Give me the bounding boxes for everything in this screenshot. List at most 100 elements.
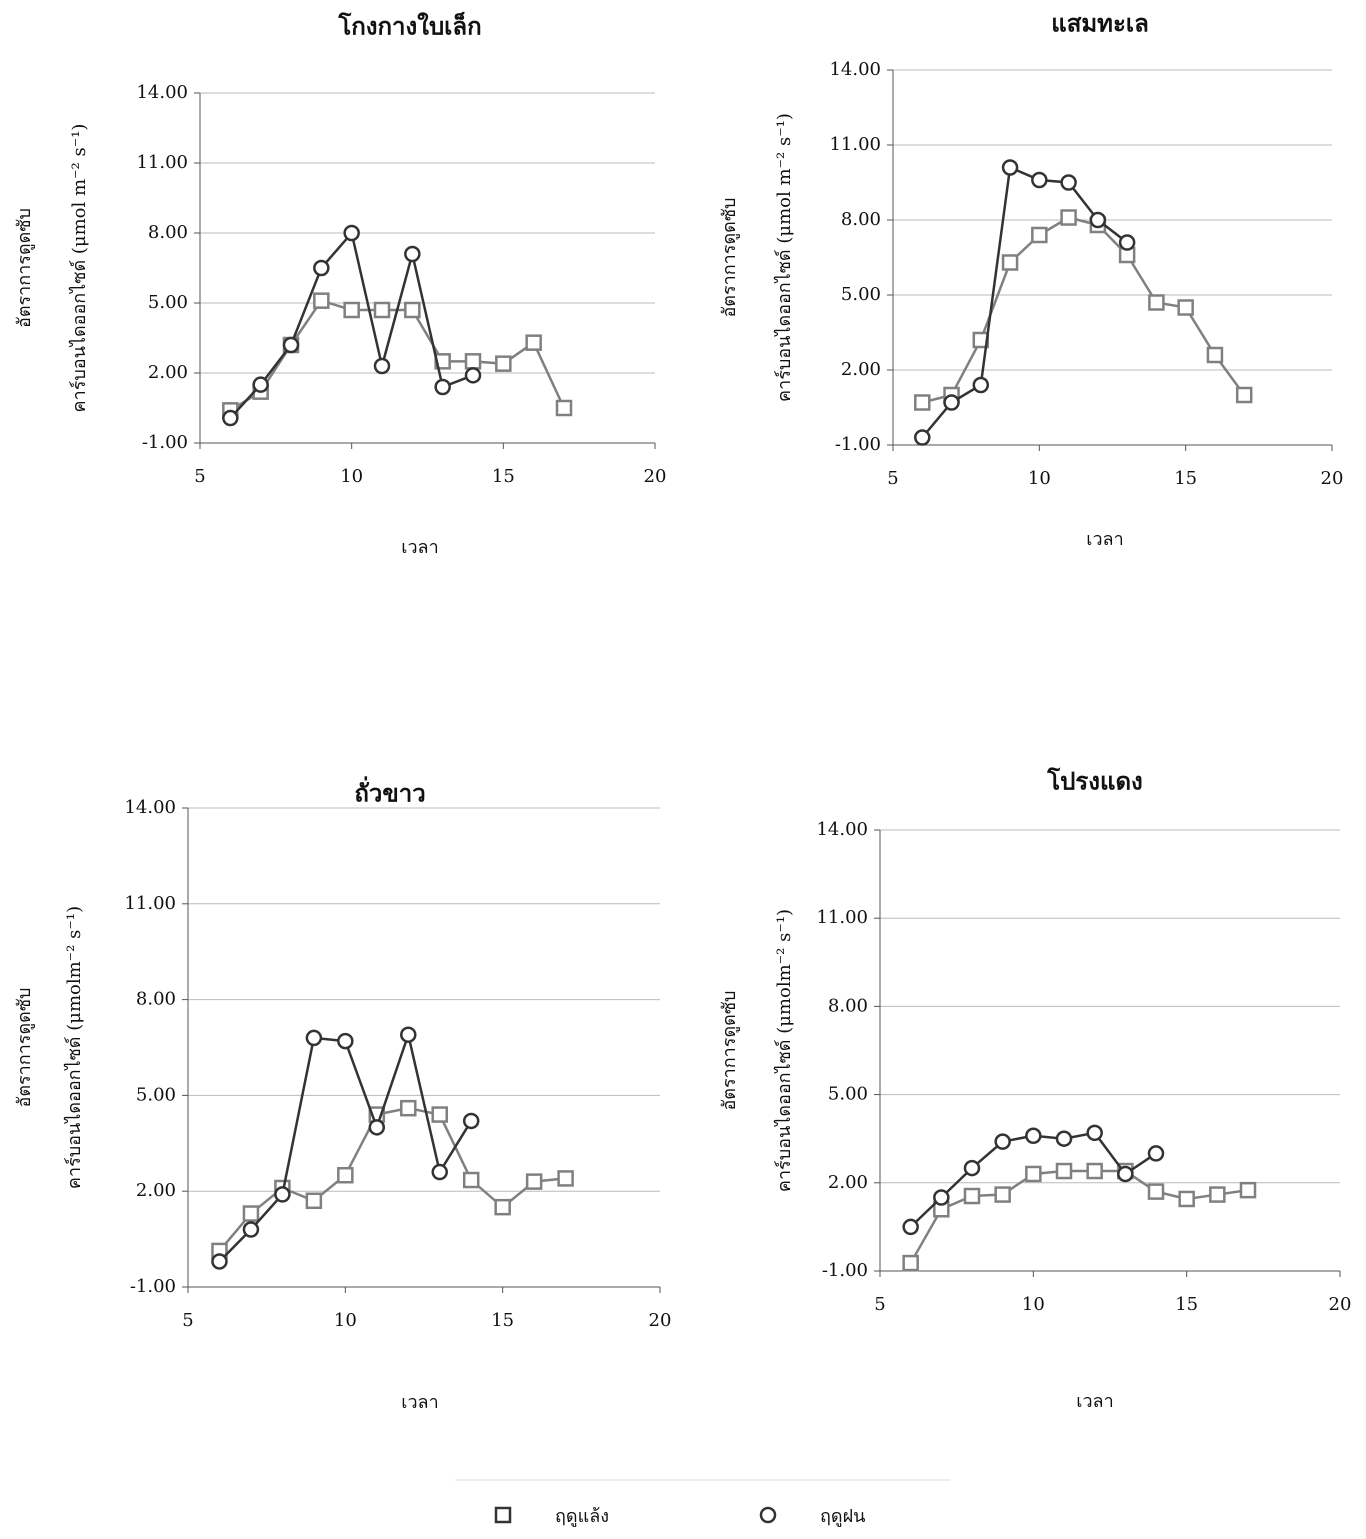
legend-label: ฤดูแล้ง (555, 1506, 609, 1527)
y-tick-label: 11.00 (816, 907, 868, 928)
y-axis-title: คาร์บอนไดออกไซด์ (μmol m⁻² s⁻¹) (773, 113, 795, 402)
x-tick-label: 5 (887, 468, 898, 489)
data-point (1088, 1126, 1102, 1140)
data-point (1237, 388, 1251, 402)
data-point (1180, 1192, 1194, 1206)
y-tick-label: 8.00 (828, 995, 868, 1016)
y-tick-label: -1.00 (822, 1260, 868, 1281)
data-point (464, 1173, 478, 1187)
x-tick-label: 10 (1022, 1294, 1045, 1315)
series-line (911, 1171, 1248, 1263)
x-tick-label: 15 (1175, 1294, 1198, 1315)
series-line (219, 1108, 565, 1251)
data-point (1241, 1183, 1255, 1197)
data-point (934, 1191, 948, 1205)
y-tick-label: 5.00 (136, 1084, 176, 1105)
chart-title: ถั่วขาว (354, 776, 425, 808)
y-tick-label: -1.00 (142, 432, 188, 453)
data-point (1003, 161, 1017, 175)
data-point (405, 303, 419, 317)
data-point (1208, 348, 1222, 362)
x-tick-label: 10 (340, 466, 363, 487)
data-point (527, 1175, 541, 1189)
data-point (996, 1188, 1010, 1202)
data-point (496, 1200, 510, 1214)
data-point (965, 1189, 979, 1203)
y-axis-title: อัตราการดูดซับ (719, 991, 740, 1111)
x-tick-label: 20 (649, 1310, 672, 1331)
y-tick-label: 14.00 (816, 819, 868, 840)
chart-title: โปรงแดง (1046, 767, 1143, 796)
data-point (996, 1135, 1010, 1149)
x-tick-label: 10 (334, 1310, 357, 1331)
data-point (1091, 213, 1105, 227)
legend-marker (496, 1508, 510, 1522)
data-point (375, 359, 389, 373)
x-tick-label: 15 (491, 1310, 514, 1331)
data-point (1057, 1132, 1071, 1146)
y-tick-label: 2.00 (828, 1172, 868, 1193)
data-point (1026, 1129, 1040, 1143)
x-axis-title: เวลา (1086, 529, 1123, 550)
x-tick-label: 15 (492, 466, 515, 487)
data-point (1149, 296, 1163, 310)
data-point (345, 303, 359, 317)
x-tick-label: 15 (1174, 468, 1197, 489)
x-axis-title: เวลา (401, 1392, 438, 1413)
data-point (464, 1114, 478, 1128)
data-point (945, 396, 959, 410)
x-tick-label: 20 (1321, 468, 1344, 489)
legend-marker (761, 1508, 775, 1522)
y-tick-label: 2.00 (136, 1180, 176, 1201)
legend-label: ฤดูฝน (820, 1506, 865, 1527)
x-tick-label: 20 (644, 466, 667, 487)
data-point (244, 1223, 258, 1237)
data-point (401, 1101, 415, 1115)
data-point (345, 226, 359, 240)
y-axis-title: อัตราการดูดซับ (719, 198, 740, 318)
data-point (275, 1187, 289, 1201)
data-point (314, 261, 328, 275)
chart-title: แสมทะเล (1051, 9, 1149, 38)
data-point (904, 1256, 918, 1270)
data-point (1032, 228, 1046, 242)
data-point (375, 303, 389, 317)
y-tick-label: 14.00 (829, 59, 881, 80)
y-tick-label: 14.00 (136, 82, 188, 103)
data-point (974, 378, 988, 392)
y-tick-label: -1.00 (835, 434, 881, 455)
y-tick-label: 2.00 (841, 359, 881, 380)
data-point (223, 411, 237, 425)
data-point (965, 1161, 979, 1175)
y-tick-label: 2.00 (148, 362, 188, 383)
y-tick-label: 5.00 (148, 292, 188, 313)
chart-title: โกงกางใบเล็ก (337, 12, 481, 41)
y-axis-title: อัตราการดูดซับ (14, 988, 35, 1108)
data-point (1120, 236, 1134, 250)
x-tick-label: 5 (874, 1294, 885, 1315)
data-point (1003, 256, 1017, 270)
data-point (1210, 1188, 1224, 1202)
data-point (436, 380, 450, 394)
data-point (1062, 211, 1076, 225)
data-point (401, 1028, 415, 1042)
data-point (1179, 301, 1193, 315)
y-tick-label: 5.00 (828, 1084, 868, 1105)
data-point (284, 338, 298, 352)
y-tick-label: 8.00 (136, 989, 176, 1010)
data-point (307, 1031, 321, 1045)
y-axis-title: คาร์บอนไดออกไซด์ (μmol m⁻² s⁻¹) (68, 124, 90, 413)
data-point (915, 431, 929, 445)
data-point (1149, 1146, 1163, 1160)
data-point (244, 1207, 258, 1221)
data-point (433, 1165, 447, 1179)
y-tick-label: 11.00 (124, 893, 176, 914)
x-axis-title: เวลา (1076, 1391, 1113, 1412)
data-point (496, 357, 510, 371)
y-tick-label: -1.00 (130, 1276, 176, 1297)
data-point (307, 1194, 321, 1208)
data-point (559, 1171, 573, 1185)
data-point (370, 1120, 384, 1134)
data-point (405, 247, 419, 261)
page: โกงกางใบเล็ก -1.00 2.00 5.00 8.00 11.00 14.00 5… (0, 0, 1366, 1539)
